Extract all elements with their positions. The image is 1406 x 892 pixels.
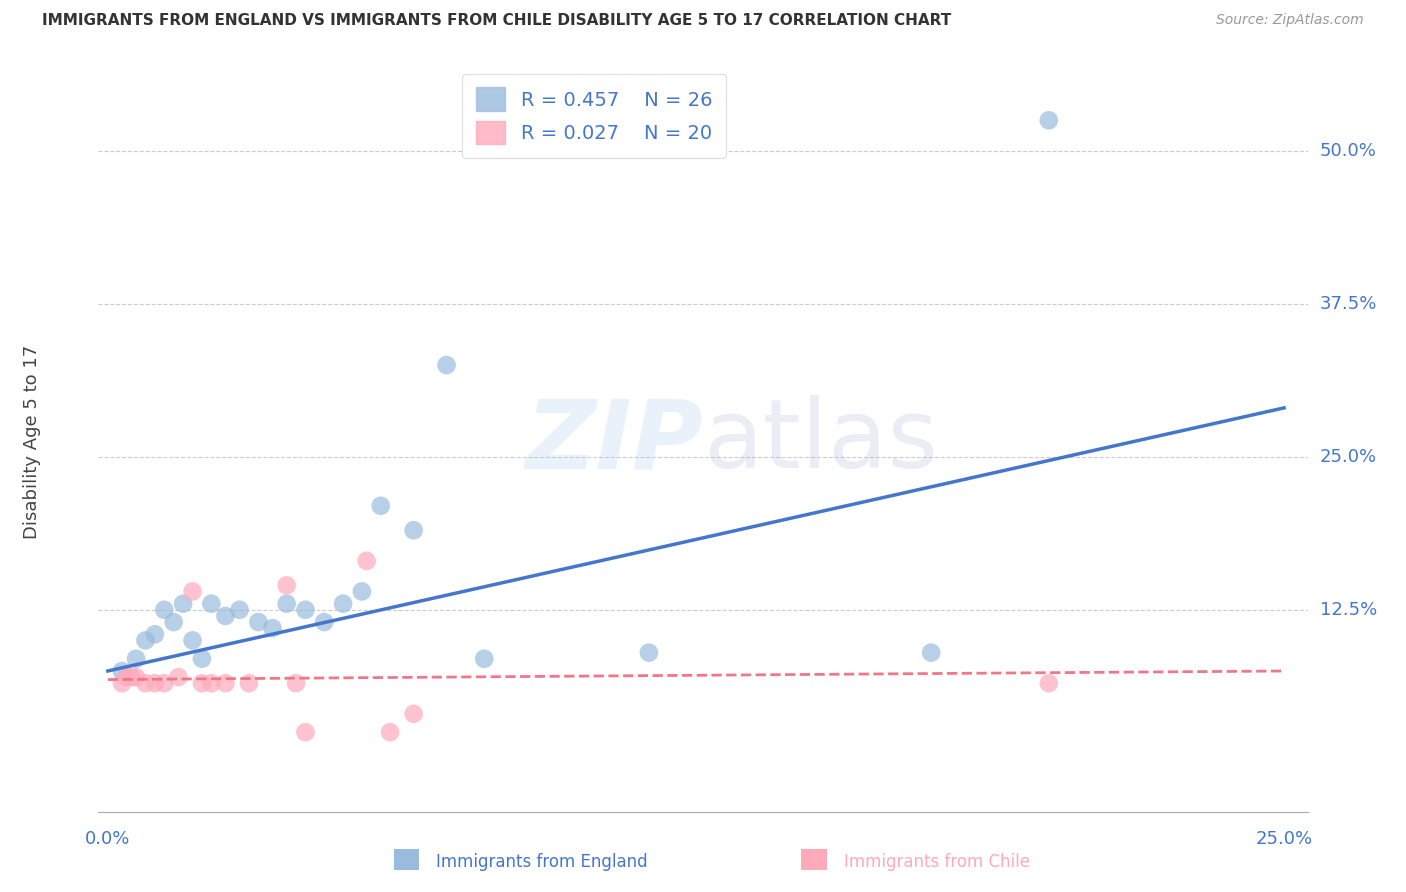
Point	[314, 615, 336, 629]
Point	[228, 603, 250, 617]
Point	[191, 652, 214, 666]
Point	[134, 676, 156, 690]
Point	[402, 706, 425, 721]
Point	[332, 597, 354, 611]
Point	[238, 676, 260, 690]
Text: 25.0%: 25.0%	[1256, 830, 1313, 848]
Point	[191, 676, 214, 690]
Point	[120, 670, 142, 684]
Point	[276, 578, 298, 592]
Point	[1038, 676, 1060, 690]
Point	[247, 615, 270, 629]
Point	[163, 615, 186, 629]
Point	[350, 584, 373, 599]
Point	[285, 676, 308, 690]
Text: Immigrants from Chile: Immigrants from Chile	[844, 853, 1029, 871]
Text: 37.5%: 37.5%	[1320, 295, 1376, 313]
Point	[181, 633, 204, 648]
Point	[436, 358, 458, 372]
Point	[115, 670, 138, 684]
Text: Disability Age 5 to 17: Disability Age 5 to 17	[22, 344, 41, 539]
Text: Source: ZipAtlas.com: Source: ZipAtlas.com	[1216, 13, 1364, 28]
Point	[143, 627, 166, 641]
Point	[153, 603, 176, 617]
Text: 0.0%: 0.0%	[86, 830, 131, 848]
Point	[294, 725, 316, 739]
Point	[181, 584, 204, 599]
Point	[472, 652, 495, 666]
Point	[356, 554, 378, 568]
Point	[200, 597, 222, 611]
Point	[920, 646, 942, 660]
Text: ZIP: ZIP	[524, 395, 703, 488]
Point	[214, 608, 236, 623]
Point	[214, 676, 236, 690]
Point	[378, 725, 401, 739]
Point	[262, 621, 284, 635]
Point	[172, 597, 194, 611]
Point	[134, 633, 156, 648]
Legend: R = 0.457    N = 26, R = 0.027    N = 20: R = 0.457 N = 26, R = 0.027 N = 20	[463, 74, 725, 158]
Point	[111, 664, 134, 678]
Point	[370, 499, 392, 513]
Text: 50.0%: 50.0%	[1320, 142, 1376, 160]
Point	[294, 603, 316, 617]
Point	[167, 670, 190, 684]
Point	[402, 523, 425, 537]
Text: IMMIGRANTS FROM ENGLAND VS IMMIGRANTS FROM CHILE DISABILITY AGE 5 TO 17 CORRELAT: IMMIGRANTS FROM ENGLAND VS IMMIGRANTS FR…	[42, 13, 952, 29]
Text: atlas: atlas	[703, 395, 938, 488]
Point	[200, 676, 222, 690]
Point	[276, 597, 298, 611]
Point	[111, 676, 134, 690]
Text: 25.0%: 25.0%	[1320, 448, 1376, 466]
Point	[153, 676, 176, 690]
Point	[1038, 113, 1060, 128]
Point	[143, 676, 166, 690]
Point	[638, 646, 661, 660]
Text: Immigrants from England: Immigrants from England	[436, 853, 648, 871]
Text: 12.5%: 12.5%	[1320, 601, 1376, 619]
Point	[125, 670, 148, 684]
Point	[125, 652, 148, 666]
